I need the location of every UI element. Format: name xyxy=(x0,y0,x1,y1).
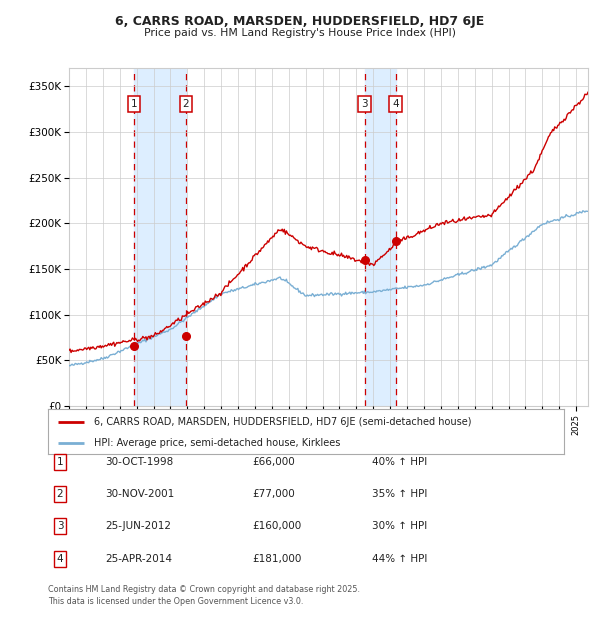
Text: 6, CARRS ROAD, MARSDEN, HUDDERSFIELD, HD7 6JE (semi-detached house): 6, CARRS ROAD, MARSDEN, HUDDERSFIELD, HD… xyxy=(94,417,472,427)
Text: Contains HM Land Registry data © Crown copyright and database right 2025.
This d: Contains HM Land Registry data © Crown c… xyxy=(48,585,360,606)
Text: 30-NOV-2001: 30-NOV-2001 xyxy=(105,489,174,499)
Text: £77,000: £77,000 xyxy=(252,489,295,499)
Text: £66,000: £66,000 xyxy=(252,457,295,467)
Text: 30% ↑ HPI: 30% ↑ HPI xyxy=(372,521,427,531)
Text: HPI: Average price, semi-detached house, Kirklees: HPI: Average price, semi-detached house,… xyxy=(94,438,341,448)
Text: 1: 1 xyxy=(56,457,64,467)
Text: 3: 3 xyxy=(56,521,64,531)
Text: 4: 4 xyxy=(56,554,64,564)
Text: 25-JUN-2012: 25-JUN-2012 xyxy=(105,521,171,531)
Text: 4: 4 xyxy=(392,99,399,108)
Text: 6, CARRS ROAD, MARSDEN, HUDDERSFIELD, HD7 6JE: 6, CARRS ROAD, MARSDEN, HUDDERSFIELD, HD… xyxy=(115,16,485,29)
Text: 3: 3 xyxy=(361,99,368,108)
Text: 35% ↑ HPI: 35% ↑ HPI xyxy=(372,489,427,499)
Text: 25-APR-2014: 25-APR-2014 xyxy=(105,554,172,564)
Text: 2: 2 xyxy=(56,489,64,499)
Text: 44% ↑ HPI: 44% ↑ HPI xyxy=(372,554,427,564)
Text: 2: 2 xyxy=(182,99,189,108)
Text: 1: 1 xyxy=(130,99,137,108)
Text: 30-OCT-1998: 30-OCT-1998 xyxy=(105,457,173,467)
Text: Price paid vs. HM Land Registry's House Price Index (HPI): Price paid vs. HM Land Registry's House … xyxy=(144,28,456,38)
Text: 40% ↑ HPI: 40% ↑ HPI xyxy=(372,457,427,467)
Text: £160,000: £160,000 xyxy=(252,521,301,531)
Bar xyxy=(365,68,395,406)
Text: £181,000: £181,000 xyxy=(252,554,301,564)
Bar xyxy=(134,68,186,406)
